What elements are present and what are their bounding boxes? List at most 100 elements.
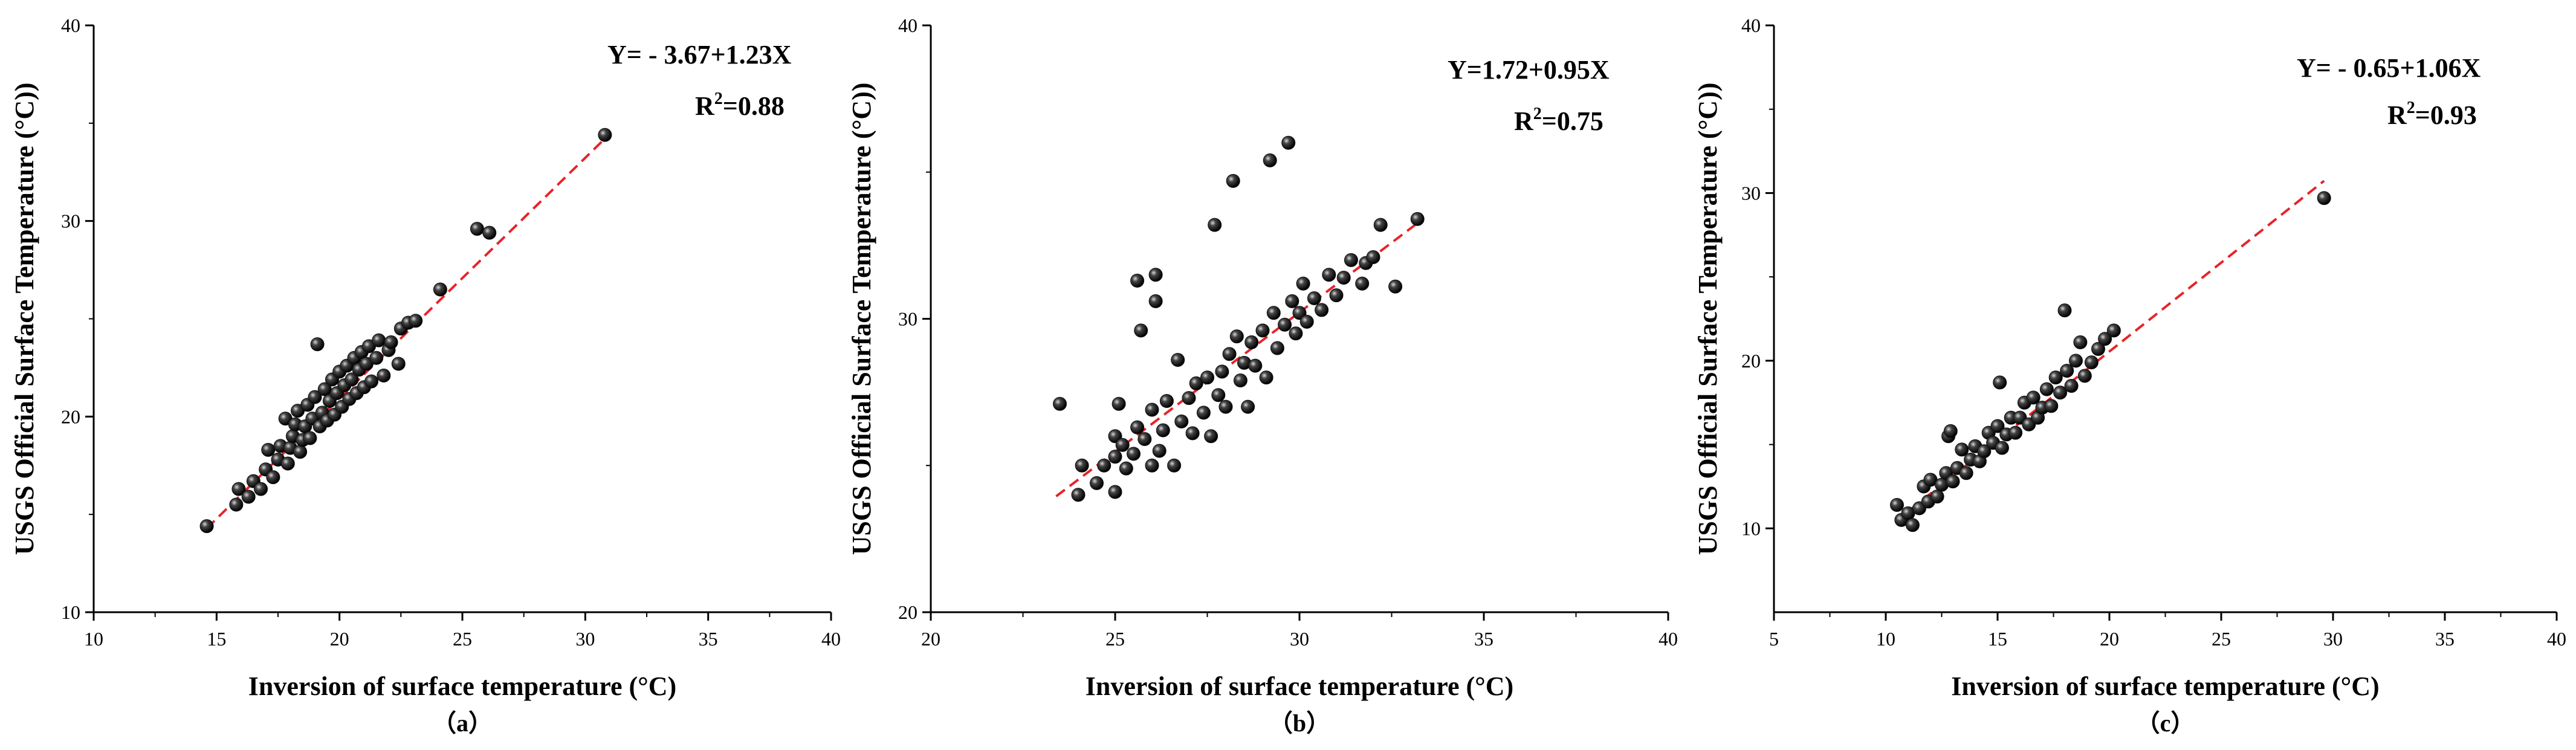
data-point (1112, 396, 1126, 411)
data-point (1990, 419, 2005, 433)
data-point (1115, 438, 1130, 452)
data-point (1152, 444, 1167, 458)
chart-panel-1: 20 25 30 35 40 20 30 40 Y=1.72+0.95X R2=0.75 Inver… (847, 15, 1678, 737)
data-point (2057, 303, 2072, 318)
data-point (2053, 386, 2068, 400)
data-point (1959, 466, 1973, 480)
x-tick-label: 20 (330, 628, 349, 650)
y-tick-label: 40 (1741, 15, 1761, 36)
data-point (1208, 218, 1222, 232)
x-axis-label: Inversion of surface temperature (°C) (1086, 671, 1513, 701)
data-point (2048, 370, 2063, 385)
data-point (1930, 490, 1944, 504)
x-tick-label: 15 (207, 628, 226, 650)
data-point (1233, 373, 1248, 387)
x-tick-label: 10 (84, 628, 103, 650)
data-point (2069, 354, 2083, 368)
data-point (241, 490, 256, 504)
data-point (1296, 276, 1310, 291)
data-point (1218, 399, 1233, 414)
data-point (1108, 450, 1122, 464)
x-tick-label: 35 (699, 628, 718, 650)
data-point (1255, 323, 1270, 338)
x-tick-label: 35 (1474, 628, 1493, 650)
data-point (1329, 288, 1344, 303)
y-tick-label: 40 (61, 15, 80, 36)
data-point (2084, 355, 2099, 370)
panel-label: （b） (1269, 710, 1330, 737)
data-point (1075, 458, 1089, 473)
data-point (1159, 393, 1174, 408)
data-point (2039, 382, 2054, 396)
data-point (1196, 406, 1211, 420)
data-point (369, 351, 384, 365)
data-point (1174, 414, 1189, 428)
data-point (364, 374, 379, 389)
data-point (1222, 347, 1237, 361)
data-point (1053, 396, 1067, 411)
x-tick-label: 20 (2100, 628, 2119, 650)
y-axis-label: USGS Official Surface Temperature (°C)) (10, 83, 39, 555)
data-point (1278, 317, 1292, 332)
x-tick-label: 25 (453, 628, 472, 650)
data-point (1259, 370, 1273, 385)
data-point (2317, 191, 2331, 205)
data-point (266, 470, 280, 485)
data-point (303, 431, 317, 445)
data-point (1270, 341, 1284, 355)
data-point (1241, 399, 1255, 414)
data-point (1977, 444, 1992, 459)
data-point (1182, 391, 1196, 406)
data-point (310, 337, 325, 352)
data-point (2044, 399, 2059, 413)
data-point (1226, 173, 1240, 188)
data-point (1145, 458, 1159, 473)
data-point (1167, 458, 1182, 473)
y-tick-label: 40 (898, 15, 917, 36)
x-tick-label: 15 (1988, 628, 2007, 650)
x-tick-label: 30 (1290, 628, 1309, 650)
y-tick-label: 20 (61, 406, 80, 427)
data-point (1943, 424, 1958, 438)
data-point (308, 390, 322, 404)
data-point (1955, 442, 1969, 457)
data-point (1281, 135, 1296, 150)
data-point (1410, 212, 1425, 226)
x-axis-label: Inversion of surface temperature (°C) (248, 671, 676, 701)
data-point (1171, 352, 1185, 367)
data-point (2064, 378, 2079, 393)
data-point (293, 445, 308, 459)
data-point (1266, 306, 1281, 320)
data-point (391, 357, 406, 371)
data-point (1119, 461, 1133, 476)
data-point (372, 333, 386, 348)
data-point (1366, 250, 1380, 265)
data-point (345, 372, 359, 387)
data-point (433, 282, 447, 297)
data-point (2060, 364, 2074, 378)
data-point (199, 519, 214, 534)
data-point (1229, 329, 1244, 344)
data-point (2098, 332, 2112, 346)
data-point (1138, 432, 1152, 447)
data-point (1148, 294, 1163, 308)
r-squared-label: R2=0.88 (695, 89, 785, 121)
data-point (1336, 271, 1351, 285)
data-point (1071, 488, 1086, 502)
data-point (1299, 314, 1314, 329)
x-axis-label: Inversion of surface temperature (°C) (1951, 671, 2379, 701)
data-point (1315, 303, 1329, 317)
x-tick-label: 35 (2435, 628, 2455, 650)
r-squared-label: R2=0.93 (2387, 99, 2477, 130)
data-point (1289, 326, 1303, 341)
data-point (280, 456, 295, 471)
data-point (231, 482, 246, 496)
regression-equation: Y=1.72+0.95X (1448, 55, 1610, 85)
x-tick-label: 20 (921, 628, 940, 650)
data-point (470, 222, 484, 236)
data-point (2073, 335, 2088, 349)
x-tick-label: 40 (821, 628, 841, 650)
data-point (1373, 218, 1388, 232)
data-point (1130, 420, 1145, 435)
